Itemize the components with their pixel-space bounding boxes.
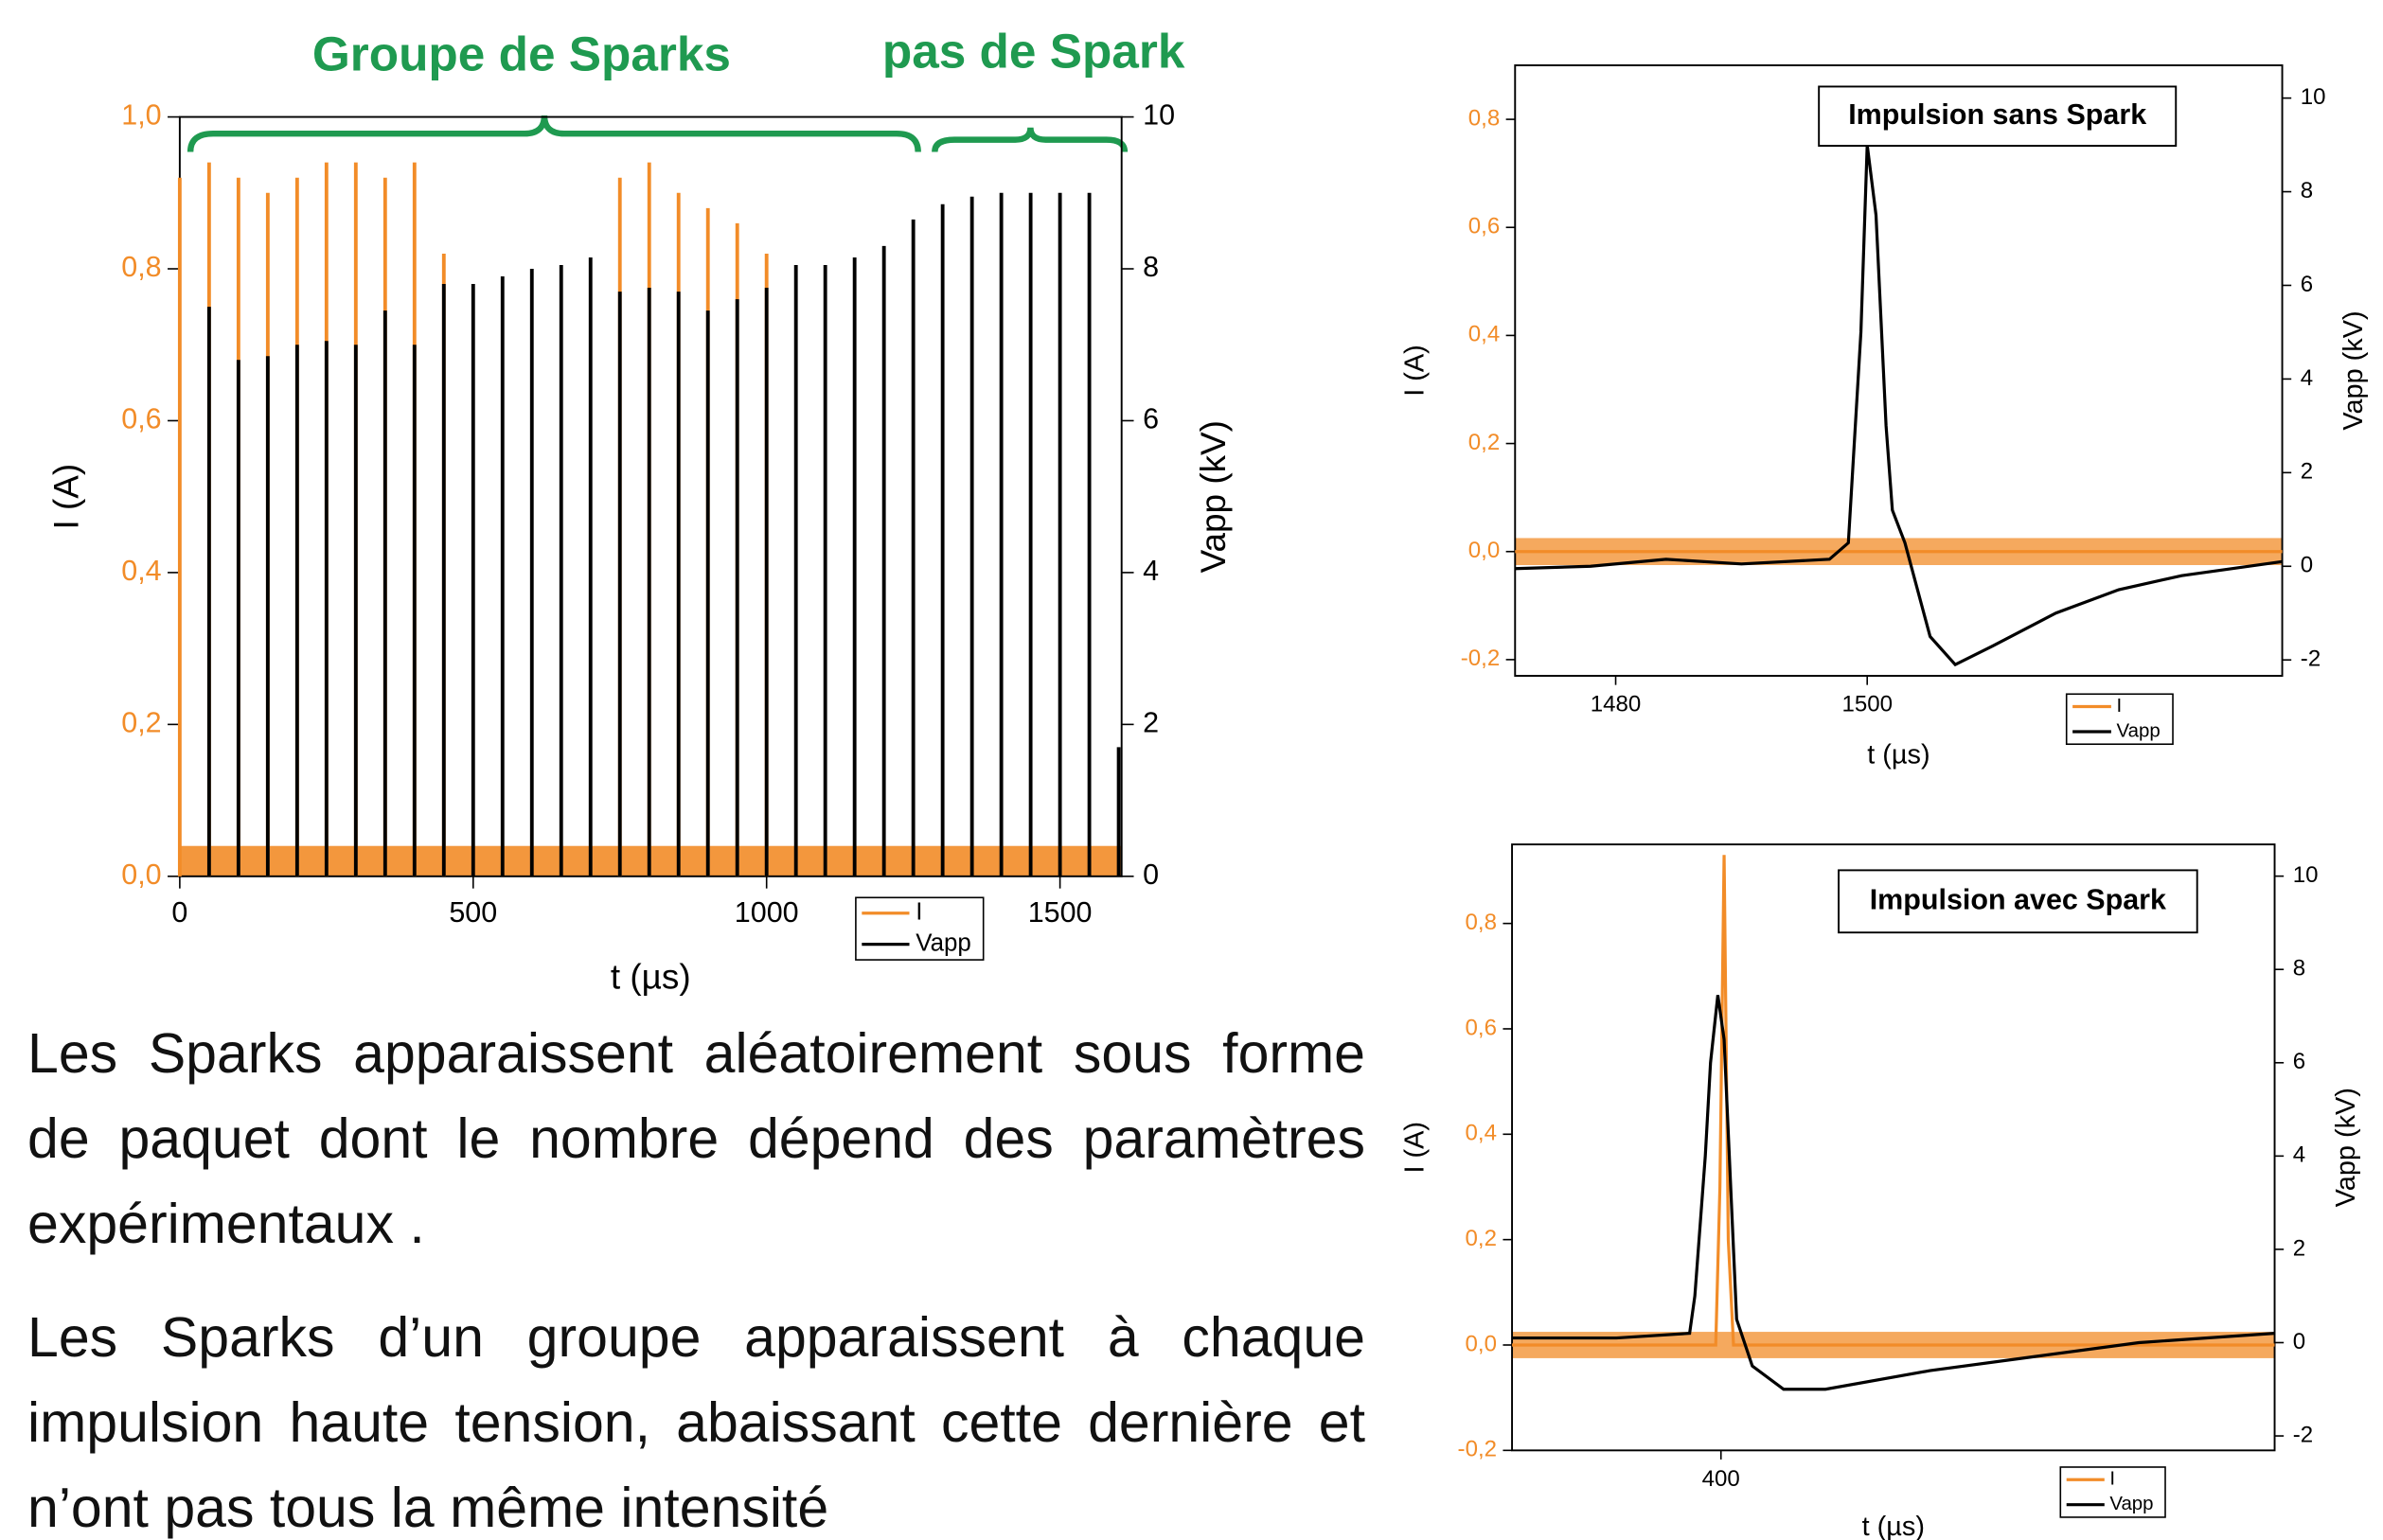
annotation: pas de Spark	[882, 24, 1185, 78]
y-tick-label: 0,2	[1466, 1226, 1497, 1251]
x-tick-label: 1480	[1591, 692, 1642, 717]
x-axis-label: t (µs)	[1862, 1512, 1925, 1540]
y-axis-label: I (A)	[46, 464, 85, 530]
y2-axis-label: Vapp (kV)	[2339, 310, 2369, 430]
y2-tick-label: 8	[2301, 178, 2313, 204]
series-line	[1515, 144, 2283, 667]
legend-label: I	[2117, 695, 2123, 717]
y2-tick-label: 10	[2293, 862, 2319, 888]
y2-tick-label: 2	[1143, 706, 1159, 738]
y2-axis-label: Vapp (kV)	[2331, 1088, 2361, 1207]
paragraph: Les Sparks d’un groupe apparaissent à ch…	[27, 1306, 1365, 1539]
y-axis-label: I (A)	[1400, 345, 1431, 397]
y2-tick-label: 0	[2301, 553, 2313, 578]
y-tick-label: 0,2	[1468, 430, 1500, 455]
chart-title: Impulsion sans Spark	[1848, 98, 2146, 131]
y2-tick-label: -2	[2301, 646, 2321, 672]
legend-label: Vapp	[2117, 719, 2161, 741]
legend-label: I	[2109, 1468, 2115, 1490]
x-tick-label: 500	[449, 896, 497, 929]
x-tick-label: 0	[171, 896, 187, 929]
y-tick-label: -0,2	[1458, 1437, 1497, 1462]
series-line	[1512, 995, 2275, 1391]
x-tick-label: 1500	[1841, 692, 1893, 717]
legend-box	[2065, 693, 2174, 746]
y-tick-label: 0,0	[1468, 538, 1500, 563]
x-tick-label: 1000	[735, 896, 799, 929]
y-tick-label: 0,0	[1466, 1331, 1497, 1356]
y2-tick-label: 6	[1143, 403, 1159, 435]
y-tick-label: 0,6	[1468, 214, 1500, 239]
series-line	[1512, 855, 2275, 1347]
y-tick-label: 0,6	[121, 403, 161, 435]
brace	[932, 127, 1129, 152]
chart-title: Impulsion avec Spark	[1870, 883, 2166, 915]
x-tick-label: 400	[1702, 1466, 1740, 1492]
y-tick-label: 0,4	[1466, 1121, 1497, 1146]
legend-label: Vapp	[916, 929, 971, 956]
x-axis-label: t (µs)	[1867, 740, 1930, 770]
x-tick-label: 1500	[1028, 896, 1093, 929]
legend-box	[2059, 1466, 2166, 1518]
plot-frame	[1514, 64, 2284, 677]
y2-tick-label: -2	[2293, 1422, 2313, 1447]
y2-tick-label: 4	[2293, 1142, 2305, 1168]
y2-tick-label: 2	[2293, 1235, 2305, 1261]
brace	[187, 115, 921, 152]
legend-label: Vapp	[2109, 1493, 2153, 1514]
y-axis-label: I (A)	[1400, 1122, 1431, 1174]
y-tick-label: 0,6	[1466, 1015, 1497, 1040]
title-box	[1838, 869, 2198, 934]
y2-tick-label: 4	[1143, 555, 1159, 587]
y-tick-label: -0,2	[1461, 646, 1500, 671]
y2-tick-label: 0	[2293, 1329, 2305, 1354]
y2-tick-label: 6	[2301, 272, 2313, 297]
y2-tick-label: 0	[1143, 859, 1159, 891]
y-tick-label: 0,4	[1468, 322, 1500, 347]
y-tick-label: 0,0	[121, 859, 161, 891]
y2-tick-label: 8	[2293, 956, 2305, 982]
y2-tick-label: 6	[2293, 1049, 2305, 1074]
legend-box	[855, 896, 985, 961]
annotation: Groupe de Sparks	[312, 27, 731, 81]
title-box	[1818, 85, 2178, 147]
y2-tick-label: 10	[2301, 84, 2326, 110]
y2-axis-label: Vapp (kV)	[1194, 420, 1233, 573]
y-tick-label: 1,0	[121, 99, 161, 132]
paragraph: Les Sparks apparaissent aléatoirement so…	[27, 1022, 1365, 1255]
y2-tick-label: 4	[2301, 365, 2313, 391]
y2-tick-label: 8	[1143, 251, 1159, 283]
y2-tick-label: 2	[2301, 459, 2313, 485]
y-tick-label: 0,8	[121, 251, 161, 283]
y-tick-label: 0,4	[121, 555, 161, 587]
x-axis-label: t (µs)	[611, 958, 691, 997]
y-tick-label: 0,8	[1466, 910, 1497, 935]
plot-frame	[1511, 843, 2276, 1452]
y-tick-label: 0,8	[1468, 105, 1500, 131]
y2-tick-label: 10	[1143, 99, 1175, 132]
y-tick-label: 0,2	[121, 706, 161, 738]
legend-label: I	[916, 899, 922, 926]
